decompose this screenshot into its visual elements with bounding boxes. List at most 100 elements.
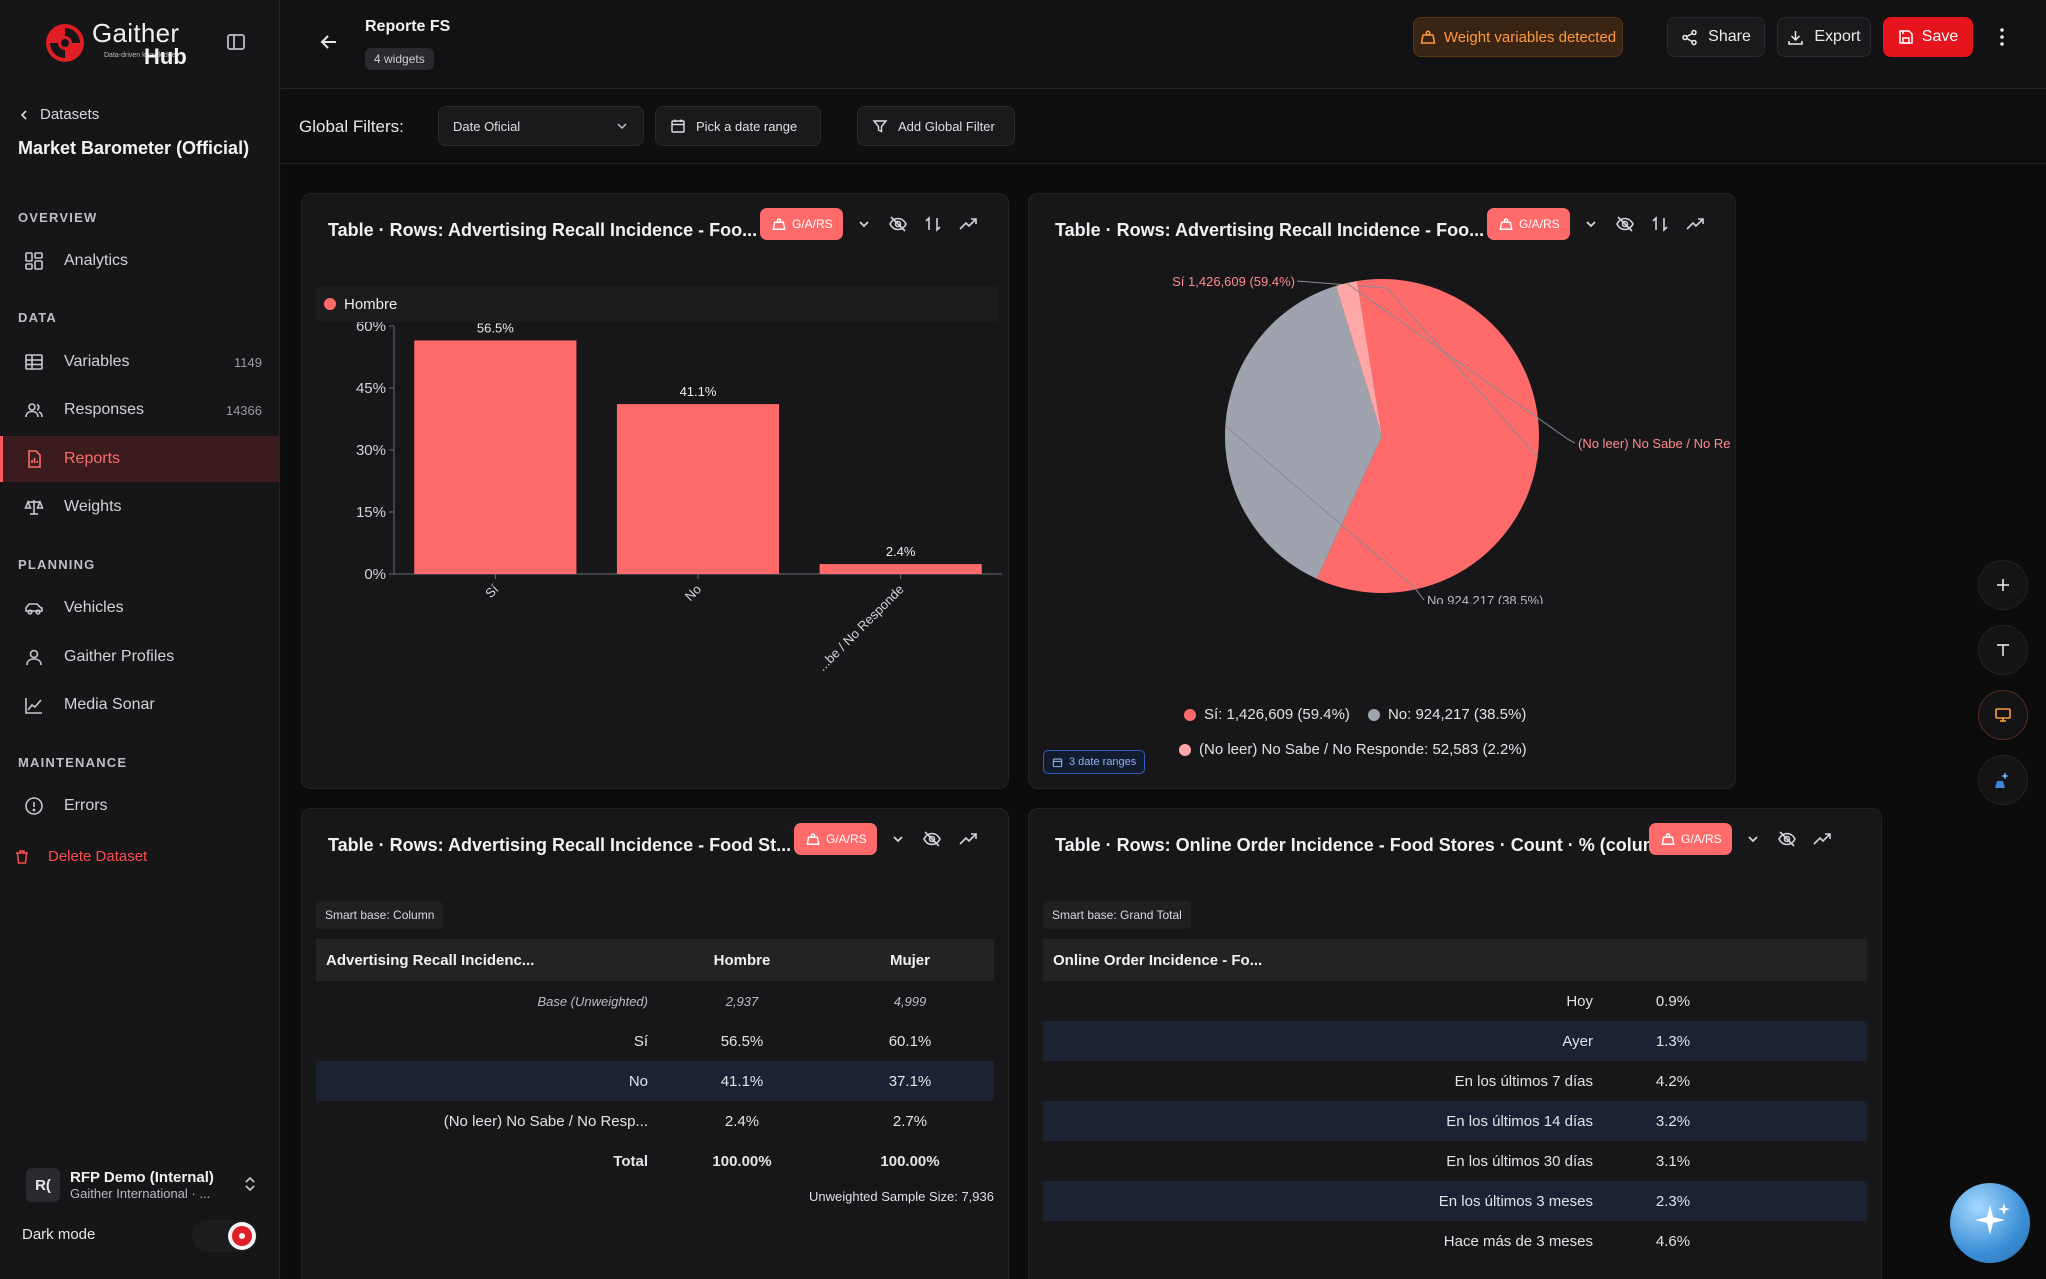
sidebar-item-weights[interactable]: Weights — [0, 484, 280, 530]
chevron-down-icon[interactable] — [1581, 214, 1601, 234]
table-row-total: Total 100.00% 100.00% — [316, 1141, 994, 1181]
export-label: Export — [1814, 28, 1861, 45]
table-row: En los últimos 14 días 3.2% — [1043, 1101, 1867, 1141]
pie-callout-line — [1346, 282, 1576, 444]
widget-pie-chart[interactable]: Table · Rows: Advertising Recall Inciden… — [1028, 193, 1736, 789]
delete-dataset-button[interactable]: Delete Dataset — [14, 848, 147, 865]
table-cell: 1.3% — [1603, 1021, 1743, 1061]
assistant-button[interactable] — [1950, 1183, 2030, 1263]
widget-table-online-order[interactable]: Table · Rows: Online Order Incidence - F… — [1028, 808, 1882, 1279]
weight-tag-label: G/A/RS — [1519, 217, 1560, 231]
trend-icon[interactable] — [958, 829, 978, 849]
table-cell-empty — [1743, 1141, 1867, 1181]
chevron-down-icon[interactable] — [1743, 829, 1763, 849]
add-global-filter-label: Add Global Filter — [898, 118, 995, 134]
trend-icon[interactable] — [1685, 214, 1705, 234]
pie-legend-si: Sí: 1,426,609 (59.4%) No: 924,217 (38.5%… — [1184, 706, 1526, 723]
date-field-select[interactable]: Date Oficial — [438, 106, 644, 146]
ai-clean-button[interactable] — [1978, 755, 2028, 805]
global-filters-bar: Global Filters: Date Oficial Pick a date… — [281, 90, 2046, 164]
add-global-filter-button[interactable]: Add Global Filter — [857, 106, 1015, 146]
add-text-button[interactable] — [1978, 625, 2028, 675]
weight-icon — [1499, 218, 1513, 230]
line-chart-icon — [25, 698, 42, 714]
sort-icon[interactable] — [923, 214, 943, 234]
more-vertical-icon[interactable] — [1991, 26, 2013, 48]
brand-logo[interactable]: Gaither Data-driven knowledge Hub — [44, 18, 194, 69]
row-label: Ayer — [1043, 1021, 1603, 1061]
sidebar-item-label: Errors — [64, 797, 108, 814]
save-button[interactable]: Save — [1883, 17, 1973, 57]
table-header — [1743, 939, 1867, 981]
eye-off-icon[interactable] — [888, 214, 908, 234]
pie-callout-label: No 924,217 (38.5%) — [1427, 593, 1543, 604]
sidebar-item-gaither-profiles[interactable]: Gaither Profiles — [0, 634, 280, 680]
arrow-left-icon[interactable] — [317, 30, 341, 54]
row-label: Sí — [633, 1032, 648, 1050]
table-cell: 60.1% — [888, 1032, 932, 1050]
bar-data-label: 2.4% — [886, 544, 916, 559]
date-range-picker[interactable]: Pick a date range — [655, 106, 821, 146]
table-cell: 2.7% — [892, 1112, 928, 1130]
chevron-down-icon[interactable] — [854, 214, 874, 234]
text-icon — [1997, 644, 2009, 656]
sort-icon[interactable] — [1650, 214, 1670, 234]
eye-off-icon[interactable] — [1777, 829, 1797, 849]
x-tick-label: No — [682, 582, 704, 604]
users-icon — [25, 403, 43, 418]
sidebar-item-analytics[interactable]: Analytics — [0, 238, 280, 284]
sidebar-toggle-icon[interactable] — [224, 30, 248, 54]
widget-table-recall[interactable]: Table · Rows: Advertising Recall Inciden… — [301, 808, 1009, 1279]
table-cell-empty — [1743, 1061, 1867, 1101]
sidebar-item-errors[interactable]: Errors — [0, 783, 280, 829]
export-button[interactable]: Export — [1777, 17, 1871, 57]
sidebar-item-variables[interactable]: Variables 1149 — [0, 339, 280, 385]
x-tick-label: Sí — [482, 581, 502, 601]
trend-icon[interactable] — [1812, 829, 1832, 849]
table-header[interactable]: Advertising Recall Incidenc... — [316, 939, 658, 981]
pie-callout-label: (No leer) No Sabe / No Re — [1578, 436, 1730, 451]
save-icon — [1899, 30, 1913, 44]
weight-tag[interactable]: G/A/RS — [794, 823, 877, 855]
table-header[interactable]: Online Order Incidence - Fo... — [1043, 939, 1603, 981]
bar — [819, 564, 982, 574]
pie-legend-label: (No leer) No Sabe / No Responde: 52,583 … — [1199, 741, 1527, 758]
share-button[interactable]: Share — [1667, 17, 1765, 57]
presentation-icon — [1995, 708, 2011, 722]
weight-tag[interactable]: G/A/RS — [1487, 208, 1570, 240]
trend-icon[interactable] — [958, 214, 978, 234]
table-header[interactable]: Hombre — [658, 939, 826, 981]
gaither-logo-icon — [46, 24, 84, 62]
widget-bar-chart[interactable]: Table · Rows: Advertising Recall Inciden… — [301, 193, 1009, 789]
sidebar-item-responses[interactable]: Responses 14366 — [0, 387, 280, 433]
presentation-button[interactable] — [1978, 690, 2028, 740]
dark-mode-toggle[interactable] — [192, 1220, 258, 1252]
table-header — [1603, 939, 1743, 981]
table-header[interactable]: Mujer — [826, 939, 994, 981]
eye-off-icon[interactable] — [922, 829, 942, 849]
table-cell: 2.3% — [1603, 1181, 1743, 1221]
legend-swatch — [1184, 708, 1196, 721]
chevron-down-icon[interactable] — [888, 829, 908, 849]
weight-icon — [1420, 30, 1436, 44]
date-ranges-badge[interactable]: 3 date ranges — [1043, 750, 1146, 774]
weight-tag-label: G/A/RS — [1681, 832, 1722, 846]
add-widget-button[interactable] — [1978, 560, 2028, 610]
weight-tag[interactable]: G/A/RS — [1649, 823, 1732, 855]
table-cell-empty — [1743, 1221, 1867, 1261]
eye-off-icon[interactable] — [1615, 214, 1635, 234]
back-to-datasets-link[interactable]: Datasets — [18, 106, 99, 123]
sidebar-item-media-sonar[interactable]: Media Sonar — [0, 682, 280, 728]
org-avatar: R( — [26, 1168, 60, 1202]
smart-base-badge: Smart base: Column — [316, 901, 444, 929]
bar — [616, 404, 780, 574]
date-field-value: Date Oficial — [453, 118, 521, 134]
sidebar-item-reports[interactable]: Reports — [0, 436, 280, 482]
table-row: En los últimos 30 días 3.1% — [1043, 1141, 1867, 1181]
widget-title: Table · Rows: Advertising Recall Inciden… — [328, 835, 792, 855]
legend-label-hombre: Hombre — [344, 295, 398, 313]
sidebar-item-vehicles[interactable]: Vehicles — [0, 585, 280, 631]
org-switcher[interactable]: R( RFP Demo (Internal) Gaither Internati… — [26, 1162, 260, 1208]
weight-tag[interactable]: G/A/RS — [760, 208, 843, 240]
weight-variables-warning-button[interactable]: Weight variables detected — [1413, 17, 1623, 57]
